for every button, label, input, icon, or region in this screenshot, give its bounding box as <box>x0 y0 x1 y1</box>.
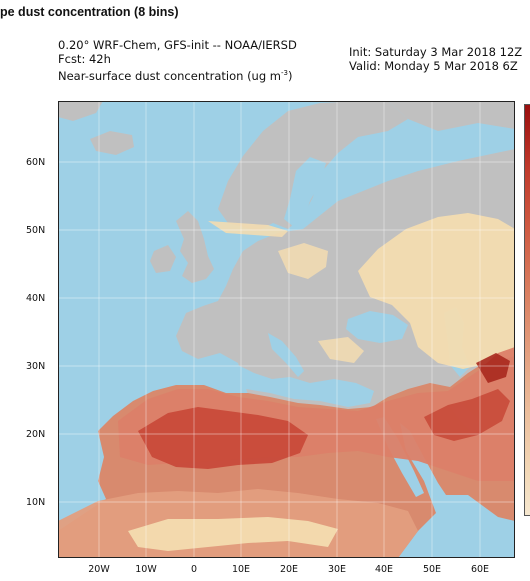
lat-label-40n: 40N <box>26 293 46 304</box>
lon-label-50e: 50E <box>422 564 442 575</box>
lat-label-10n: 10N <box>26 497 46 508</box>
dust-low-field-baltic <box>208 221 288 237</box>
lon-label-0: 0 <box>190 564 198 575</box>
dust-low-field <box>358 213 515 369</box>
lon-label-10w: 10W <box>135 564 157 575</box>
page-heading: pe dust concentration (8 bins) <box>0 5 179 19</box>
model-description: 0.20° WRF-Chem, GFS-init -- NOAA/IERSD <box>58 38 297 52</box>
lon-label-40e: 40E <box>374 564 394 575</box>
mediterranean-sea <box>176 363 374 407</box>
variable-close: ) <box>288 68 293 83</box>
forecast-hour: Fcst: 42h <box>58 52 111 66</box>
black-sea <box>346 311 408 343</box>
variable-title: Near-surface dust concentration (ug m-3) <box>58 66 297 83</box>
land-iceland <box>90 131 134 155</box>
lon-label-20e: 20E <box>279 564 299 575</box>
plot-header-right: Init: Saturday 3 Mar 2018 12Z Valid: Mon… <box>349 45 522 73</box>
colorbar <box>524 104 530 516</box>
dust-max-core-iran <box>476 353 510 383</box>
dust-high-core-sahara <box>138 407 308 469</box>
lat-label-50n: 50N <box>26 225 46 236</box>
land-great-britain <box>176 211 214 283</box>
variable-unit-exponent: -3 <box>281 69 288 77</box>
baltic-sea <box>284 157 326 227</box>
variable-name: Near-surface dust concentration (ug m <box>58 68 282 83</box>
land-arctic-islands <box>58 101 515 131</box>
map-frame <box>58 101 515 558</box>
lon-label-20w: 20W <box>88 564 110 575</box>
lon-label-30e: 30E <box>327 564 347 575</box>
dust-high-core-arabia <box>424 389 510 441</box>
init-time: Init: Saturday 3 Mar 2018 12Z <box>349 45 523 59</box>
dust-map <box>58 101 515 558</box>
dust-low-field-balkans <box>318 337 364 363</box>
plot-header-left: 0.20° WRF-Chem, GFS-init -- NOAA/IERSD F… <box>58 38 297 83</box>
dust-low-gulf-of-guinea <box>128 517 338 551</box>
lat-label-60n: 60N <box>26 157 46 168</box>
valid-time: Valid: Monday 5 Mar 2018 6Z <box>349 59 518 73</box>
lat-label-20n: 20N <box>26 429 46 440</box>
map-canvas <box>58 101 515 558</box>
lat-label-30n: 30N <box>26 361 46 372</box>
dust-low-field-central <box>278 243 328 279</box>
land-ireland <box>150 245 176 273</box>
graticule <box>58 101 515 558</box>
lon-label-60e: 60E <box>470 564 490 575</box>
lon-label-10e: 10E <box>231 564 251 575</box>
